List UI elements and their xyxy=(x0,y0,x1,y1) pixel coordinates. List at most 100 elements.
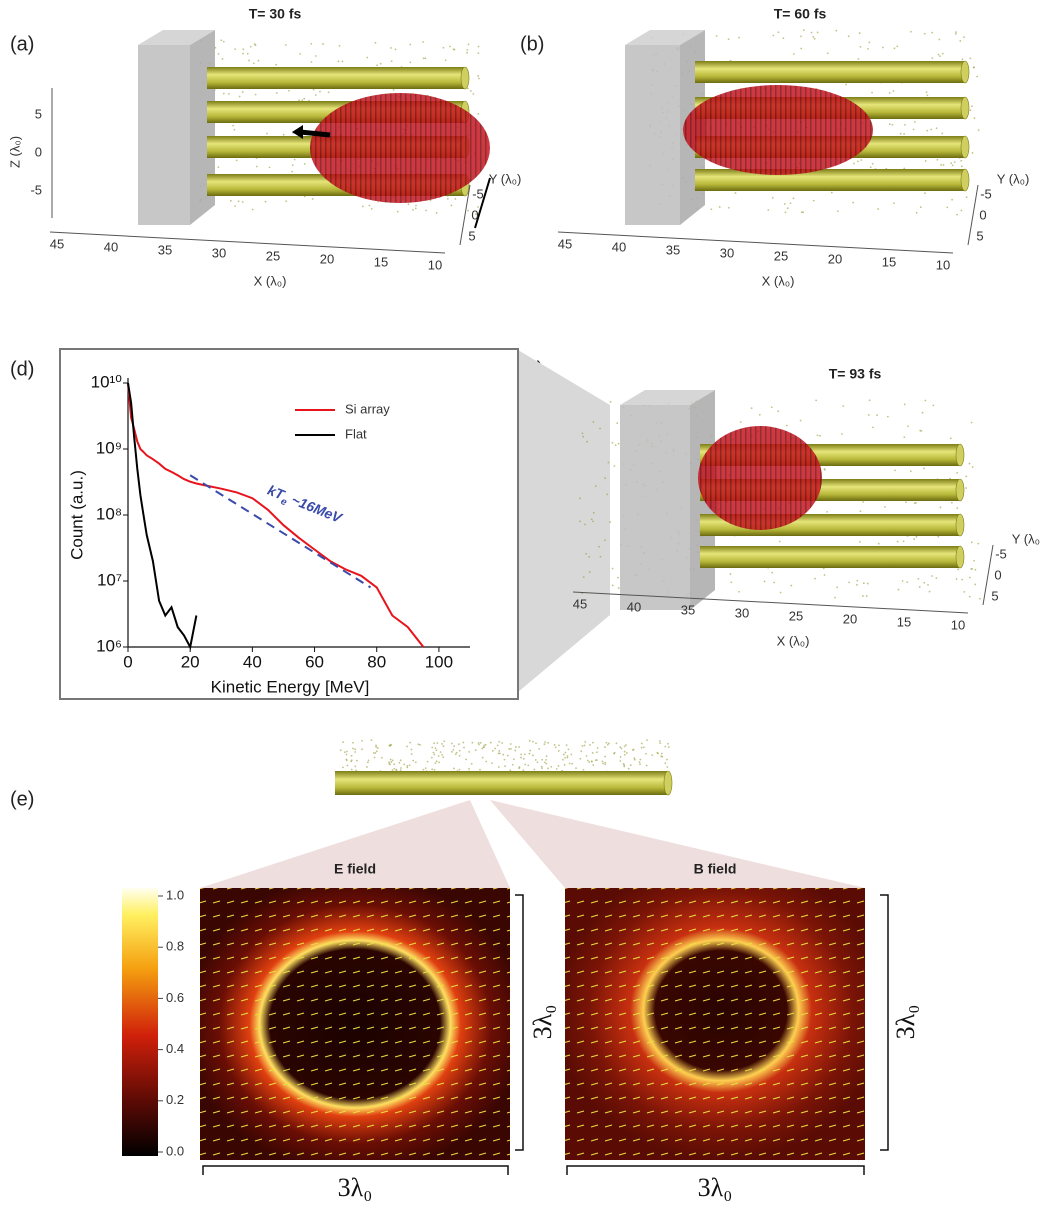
particle xyxy=(612,568,614,570)
particle xyxy=(425,767,427,769)
particle xyxy=(361,748,363,750)
y-tick-label: -5 xyxy=(980,186,992,201)
figure: (a) T= 30 fs (b) T= 60 fs (c) T= 93 fs (… xyxy=(0,0,1040,1201)
particle xyxy=(716,35,718,37)
particle xyxy=(222,58,224,60)
particle xyxy=(258,60,260,62)
z-tick-label: -5 xyxy=(30,182,42,197)
particle xyxy=(427,761,429,763)
particle xyxy=(893,202,895,204)
particle xyxy=(628,768,630,770)
particle xyxy=(441,743,443,745)
particle xyxy=(961,165,963,167)
particle xyxy=(595,759,597,761)
particle xyxy=(354,751,356,753)
colorbar-tick-label: 0.0 xyxy=(166,1143,184,1158)
particle xyxy=(583,576,585,578)
particle xyxy=(393,763,395,765)
particle xyxy=(409,44,411,46)
particle xyxy=(606,493,608,495)
particle xyxy=(319,91,321,93)
particle xyxy=(592,764,594,766)
particle xyxy=(952,165,954,167)
particle xyxy=(354,748,356,750)
particle xyxy=(423,57,425,59)
particle xyxy=(523,758,525,760)
particle xyxy=(972,152,974,154)
particle xyxy=(887,416,889,418)
particle xyxy=(592,521,594,523)
particle xyxy=(951,502,953,504)
particle xyxy=(971,422,973,424)
particle xyxy=(485,744,487,746)
y-tick-label: 10⁷ xyxy=(97,570,122,589)
particle xyxy=(641,747,643,749)
particle xyxy=(800,420,802,422)
colorbar-tick-label: 1.0 xyxy=(166,887,184,902)
particle xyxy=(465,758,467,760)
particle xyxy=(969,596,971,598)
particle xyxy=(352,748,354,750)
particle xyxy=(510,748,512,750)
particle xyxy=(848,582,850,584)
particle xyxy=(814,38,816,40)
colorbar-tick-label: 0.4 xyxy=(166,1041,184,1056)
particle xyxy=(624,745,626,747)
particle xyxy=(292,164,294,166)
particle xyxy=(276,92,278,94)
rod-end xyxy=(956,546,964,568)
x-tick-label: 25 xyxy=(774,248,788,263)
particle xyxy=(896,45,898,47)
particle xyxy=(423,769,425,771)
particle xyxy=(275,64,277,66)
particle xyxy=(524,764,526,766)
x-axis-label: X (λ₀) xyxy=(777,633,810,648)
electron-bunch xyxy=(683,85,873,175)
particle xyxy=(595,485,597,487)
particle xyxy=(374,752,376,754)
particle xyxy=(604,477,606,479)
particle xyxy=(903,133,905,135)
particle xyxy=(898,589,900,591)
particle xyxy=(623,763,625,765)
particle xyxy=(803,29,805,31)
particle xyxy=(575,767,577,769)
particle xyxy=(661,753,663,755)
particle xyxy=(388,763,390,765)
particle xyxy=(242,48,244,50)
particle xyxy=(431,768,433,770)
particle xyxy=(566,755,568,757)
particle xyxy=(471,763,473,765)
particle xyxy=(859,32,861,34)
x-tick-label: 35 xyxy=(681,602,695,617)
particle xyxy=(612,442,614,444)
particle xyxy=(248,60,250,62)
particle xyxy=(351,759,353,761)
particle xyxy=(328,91,330,93)
particle xyxy=(472,93,474,95)
particle xyxy=(592,752,594,754)
particle xyxy=(513,758,515,760)
panel-title: T= 60 fs xyxy=(774,6,827,22)
particle xyxy=(618,443,620,445)
particle xyxy=(236,159,238,161)
particle xyxy=(646,739,648,741)
particle xyxy=(218,53,220,55)
particle xyxy=(579,758,581,760)
particle xyxy=(582,433,584,435)
particle xyxy=(913,538,915,540)
particle xyxy=(584,741,586,743)
rod-end xyxy=(664,771,672,795)
particle xyxy=(579,497,581,499)
particle xyxy=(955,33,957,35)
particle xyxy=(582,745,584,747)
particle xyxy=(926,94,928,96)
particle xyxy=(415,207,417,209)
particle xyxy=(857,58,859,60)
particle xyxy=(927,584,929,586)
particle xyxy=(571,763,573,765)
particle xyxy=(889,123,891,125)
particle xyxy=(498,750,500,752)
particle xyxy=(390,47,392,49)
particle xyxy=(247,53,249,55)
